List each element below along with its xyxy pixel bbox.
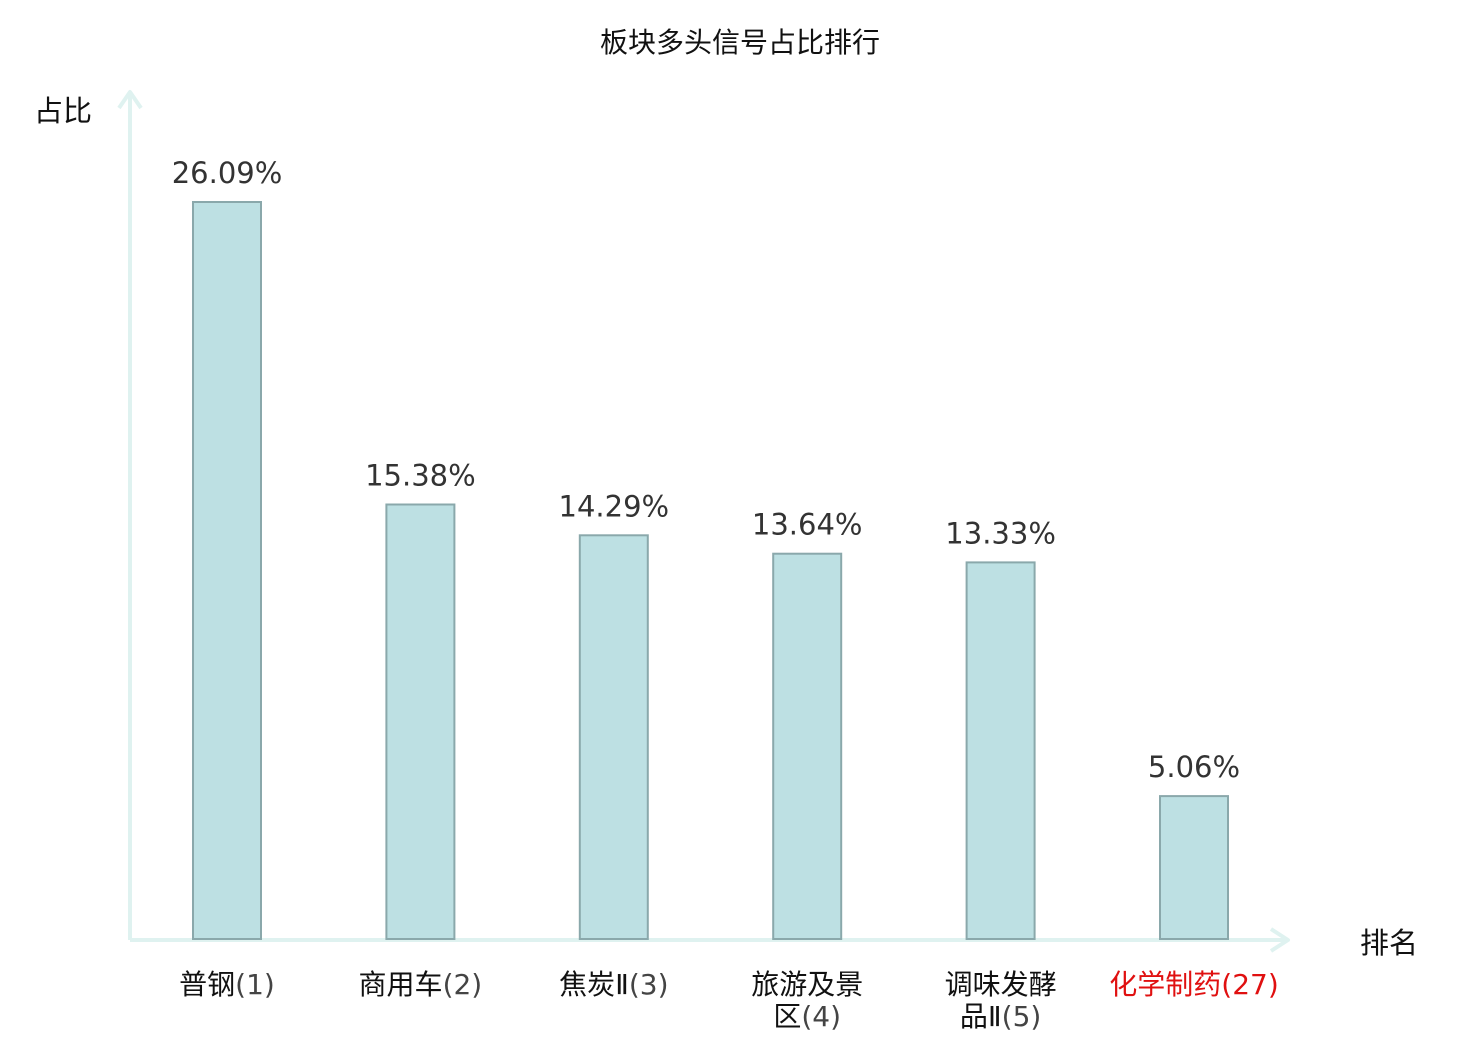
category-label-5-line-2: 品Ⅱ(5): [960, 1000, 1041, 1033]
category-labels: 普钢(1) 商用车(2) 焦炭Ⅱ(3) 旅游及景区(4)调味发酵品Ⅱ(5)化学制药(2…: [179, 968, 1279, 1033]
category-name: 焦炭Ⅱ: [559, 968, 629, 1001]
bar-3: [578, 534, 649, 940]
bars: [192, 201, 1229, 941]
value-label-1: 26.09%: [172, 156, 283, 190]
x-axis-arrow: [1269, 927, 1290, 953]
x-axis-label: 排名: [1360, 926, 1418, 960]
value-labels: 26.09% 15.38% 14.29% 13.64% 13.33% 5.06%: [172, 156, 1240, 784]
bar-6: [1159, 795, 1229, 940]
category-rank: (27): [1221, 968, 1278, 1001]
category-name: 商用车: [359, 968, 443, 1001]
bar-5: [965, 561, 1036, 941]
category-rank: (4): [801, 1000, 841, 1033]
category-label-3: 焦炭Ⅱ(3): [559, 968, 668, 1001]
axes: 占比 排名: [34, 90, 1418, 960]
category-label-4-line-1: 旅游及景: [751, 968, 863, 1001]
bar-1: [192, 201, 262, 940]
y-axis-label: 占比: [34, 94, 92, 128]
category-rank: (3): [629, 968, 669, 1001]
category-name: 化学制药: [1109, 968, 1221, 1001]
chart-title: 板块多头信号占比排行: [600, 26, 880, 59]
value-label-5: 13.33%: [945, 516, 1056, 550]
category-label-1: 普钢(1): [179, 968, 275, 1001]
value-label-6: 5.06%: [1148, 750, 1240, 784]
category-rank: (2): [443, 968, 483, 1001]
value-label-3: 14.29%: [559, 489, 670, 523]
bar-4: [772, 552, 843, 940]
category-name: 区: [773, 1000, 801, 1033]
category-label-4-line-2: 区(4): [773, 1000, 841, 1033]
bar-2: [385, 503, 456, 940]
category-name: 普钢: [179, 968, 235, 1001]
y-axis-arrow: [117, 90, 143, 110]
value-label-4: 13.64%: [752, 508, 863, 542]
category-name: 品Ⅱ: [960, 1000, 1002, 1033]
category-name: 旅游及景: [751, 968, 863, 1001]
category-name: 调味发酵: [945, 968, 1057, 1001]
category-rank: (5): [1002, 1000, 1042, 1033]
category-label-6: 化学制药(27): [1109, 968, 1279, 1001]
category-rank: (1): [235, 968, 275, 1001]
category-label-2: 商用车(2): [359, 968, 483, 1001]
value-label-2: 15.38%: [365, 459, 476, 493]
category-label-5-line-1: 调味发酵: [945, 968, 1057, 1001]
